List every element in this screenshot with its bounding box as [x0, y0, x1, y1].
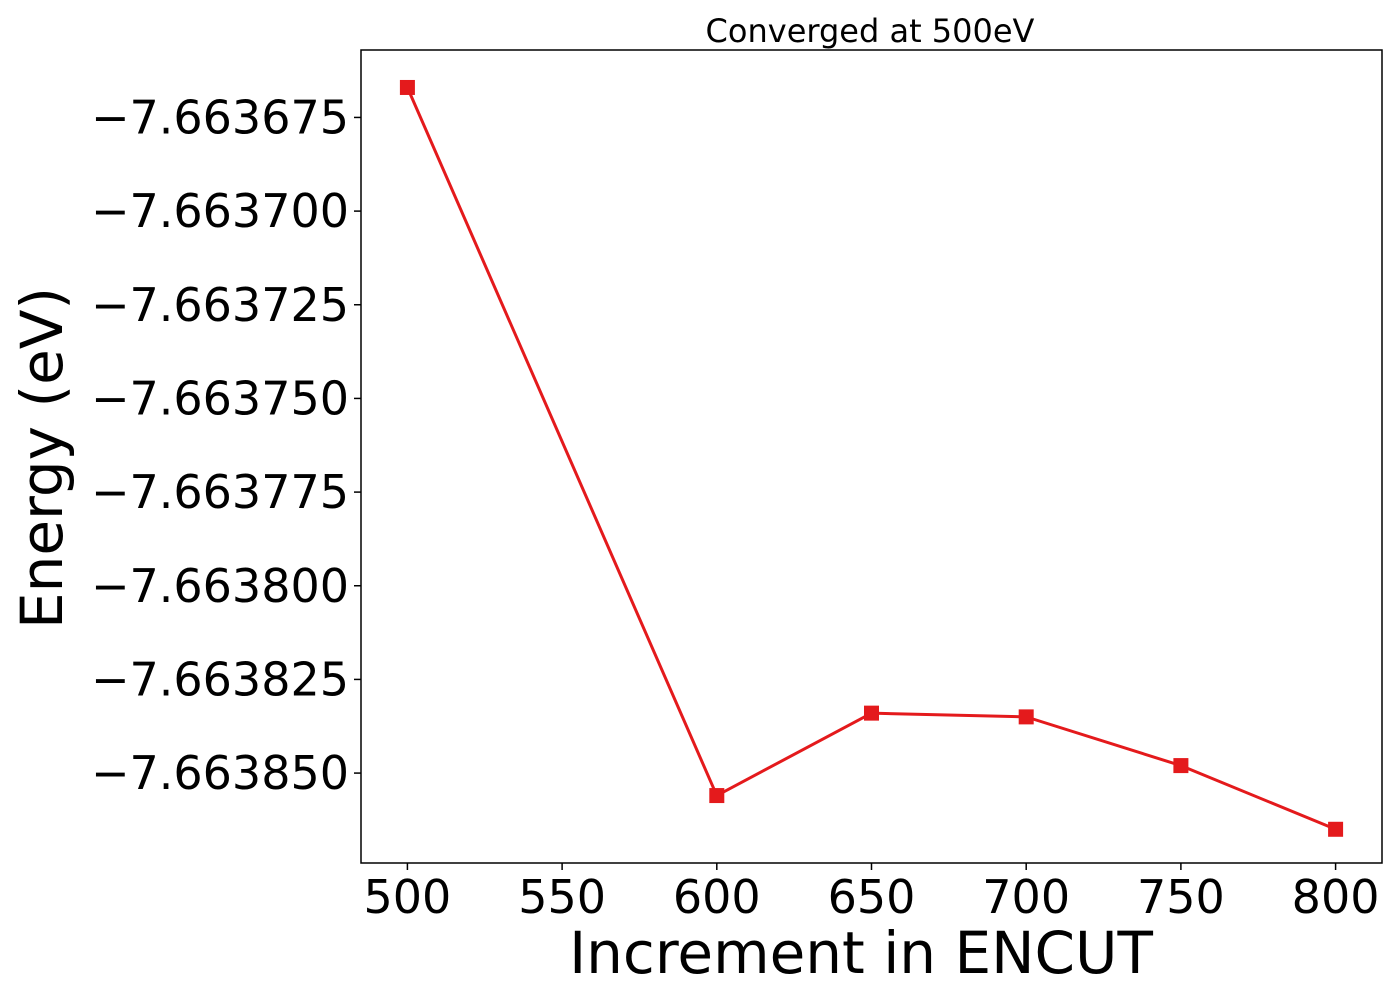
x-tick-label: 650	[828, 870, 916, 924]
x-axis-label: Increment in ENCUT	[569, 919, 1153, 987]
x-tick-label: 800	[1292, 870, 1380, 924]
y-tick-label: −7.663800	[91, 559, 349, 613]
x-axis: 500 550 600 650 700 750 800	[364, 863, 1380, 924]
plot-frame	[360, 49, 1383, 864]
y-tick-label: −7.663825	[91, 652, 349, 706]
y-tick-label: −7.663725	[91, 278, 349, 332]
data-point-marker	[1328, 821, 1344, 837]
data-point-marker	[864, 705, 879, 721]
data-point-marker	[709, 788, 725, 804]
y-tick-label: −7.663775	[91, 465, 349, 519]
series-line	[406, 86, 1337, 831]
chart-title: Converged at 500eV	[706, 12, 1035, 50]
data-point-marker	[1173, 758, 1189, 774]
y-tick-label: −7.663750	[91, 371, 349, 425]
x-tick-label: 750	[1137, 870, 1225, 924]
x-tick-label: 700	[982, 870, 1070, 924]
y-tick-label: −7.663675	[91, 90, 349, 144]
data-point-marker	[1018, 709, 1034, 725]
x-tick-label: 500	[364, 870, 452, 924]
y-axis: −7.663675 −7.663700 −7.663725 −7.663750 −7.6…	[91, 90, 361, 800]
y-tick-label: −7.663850	[91, 746, 349, 800]
data-point-marker	[399, 79, 415, 95]
y-tick-label: −7.663700	[91, 184, 349, 238]
x-tick-label: 550	[518, 870, 606, 924]
y-axis-label: Energy (eV)	[8, 287, 76, 629]
x-tick-label: 600	[673, 870, 761, 924]
series-layer	[399, 79, 1344, 837]
